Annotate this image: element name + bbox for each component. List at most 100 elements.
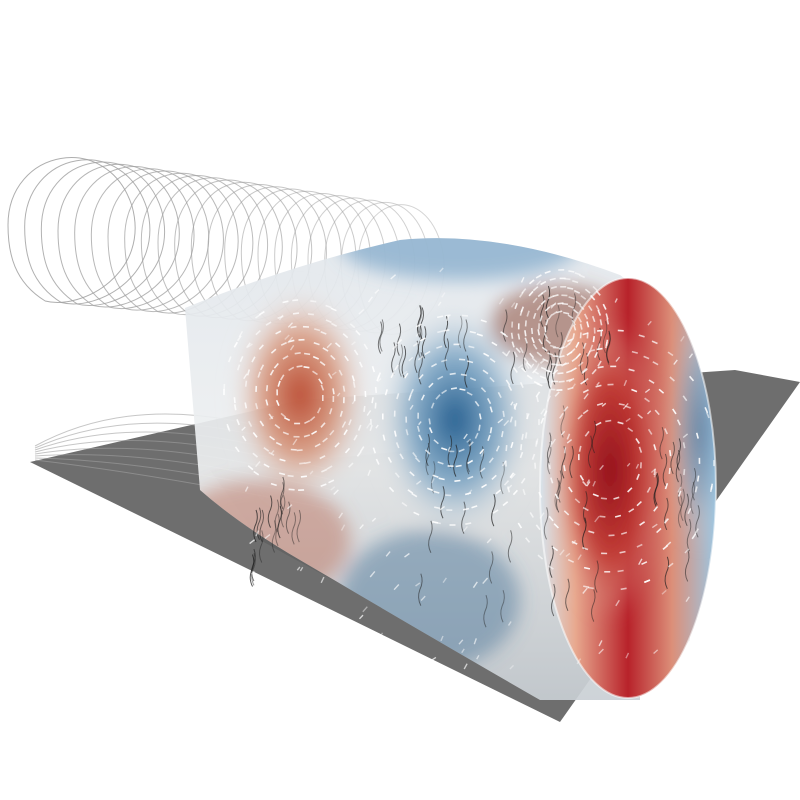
- contour-streak: [483, 595, 488, 628]
- contour-streak: [680, 488, 685, 522]
- vector-glyph: [483, 352, 490, 357]
- contour-streak: [453, 444, 458, 477]
- vector-glyph: [577, 554, 582, 560]
- contour-streak: [659, 426, 664, 460]
- vector-glyph: [547, 314, 553, 320]
- contour-streak: [662, 453, 668, 487]
- vector-glyph: [486, 538, 492, 544]
- vector-glyph: [580, 294, 587, 300]
- vector-glyph: [514, 302, 518, 310]
- vector-glyph: [440, 635, 444, 642]
- vector-glyph: [489, 427, 493, 434]
- vector-glyph: [280, 412, 287, 418]
- contour-streak: [677, 495, 683, 528]
- vector-glyph: [312, 370, 318, 376]
- vector-glyph: [635, 438, 640, 444]
- vector-glyph: [661, 589, 667, 595]
- vector-glyph: [545, 338, 552, 345]
- vector-glyph: [568, 486, 573, 493]
- contour-streak: [457, 315, 463, 349]
- contour-streak: [277, 505, 282, 539]
- vector-glyph: [573, 289, 581, 294]
- vector-glyph: [619, 550, 626, 554]
- vector-glyph: [428, 418, 431, 425]
- vector-glyph: [339, 410, 343, 417]
- vector-glyph: [556, 310, 563, 314]
- vector-glyph: [538, 338, 543, 345]
- vector-glyph: [461, 314, 469, 317]
- vector-glyph: [664, 428, 669, 435]
- vector-glyph: [309, 416, 316, 422]
- vector-glyph: [592, 493, 599, 498]
- vector-glyph: [598, 640, 603, 647]
- vector-glyph: [385, 551, 391, 557]
- vector-glyph: [288, 339, 295, 343]
- vector-glyph: [497, 418, 504, 424]
- vector-glyph: [682, 278, 689, 285]
- vector-glyph: [572, 333, 575, 340]
- vector-glyph: [331, 322, 338, 327]
- vector-glyph: [455, 464, 462, 468]
- contour-streak: [587, 435, 593, 468]
- vector-glyph: [561, 302, 569, 306]
- vector-glyph: [419, 337, 426, 342]
- vector-glyph: [270, 348, 277, 354]
- vector-glyph: [537, 554, 544, 560]
- vector-glyph: [367, 469, 371, 477]
- vector-glyph: [247, 420, 253, 427]
- vector-glyph: [407, 489, 414, 494]
- vector-glyph: [384, 389, 388, 396]
- contour-streak: [463, 319, 468, 352]
- vector-glyph: [344, 355, 349, 362]
- vector-glyph: [330, 354, 336, 361]
- vector-glyph: [491, 341, 498, 347]
- vector-glyph: [638, 558, 643, 566]
- vector-glyph: [544, 326, 547, 333]
- contour-streak: [546, 350, 551, 383]
- vector-glyph: [441, 359, 448, 363]
- vector-glyph: [627, 427, 634, 433]
- vector-glyph: [458, 448, 465, 453]
- contour-streak: [253, 509, 258, 543]
- vector-glyph: [377, 372, 382, 379]
- vector-glyph: [613, 496, 620, 500]
- vector-glyph: [631, 388, 638, 393]
- contour-streak: [547, 357, 553, 390]
- vector-glyph: [643, 355, 650, 360]
- vector-glyph: [393, 430, 397, 437]
- vector-glyph: [638, 446, 643, 453]
- vector-glyph: [319, 361, 326, 366]
- vector-glyph: [284, 334, 290, 340]
- vector-glyph: [227, 356, 232, 363]
- vector-glyph: [551, 363, 558, 366]
- vector-glyph: [314, 443, 321, 448]
- contour-streak: [591, 420, 597, 454]
- vector-glyph: [563, 510, 570, 516]
- vector-glyph: [539, 315, 543, 322]
- vector-glyph: [436, 315, 444, 319]
- vector-glyph: [315, 643, 320, 649]
- vector-glyph: [434, 506, 441, 510]
- vector-glyph: [509, 472, 515, 479]
- vector-glyph: [520, 477, 526, 484]
- vector-glyph: [571, 319, 576, 326]
- vector-glyph: [233, 404, 237, 411]
- vector-glyph: [249, 539, 256, 545]
- vector-glyph: [250, 570, 255, 575]
- vector-glyph: [564, 277, 571, 281]
- vector-glyph: [571, 539, 577, 545]
- vector-glyph: [239, 355, 244, 363]
- vector-glyph: [635, 463, 640, 469]
- vector-glyph: [495, 445, 500, 452]
- vector-glyph: [567, 304, 575, 309]
- contour-streak: [546, 432, 552, 465]
- contour-streak: [425, 442, 431, 476]
- vector-glyph: [503, 480, 510, 486]
- vector-glyph: [394, 364, 399, 371]
- contour-streak: [670, 441, 675, 475]
- vector-glyph: [539, 375, 546, 380]
- vector-glyph: [560, 430, 566, 436]
- vector-glyph: [387, 456, 393, 463]
- vector-glyph: [558, 355, 565, 358]
